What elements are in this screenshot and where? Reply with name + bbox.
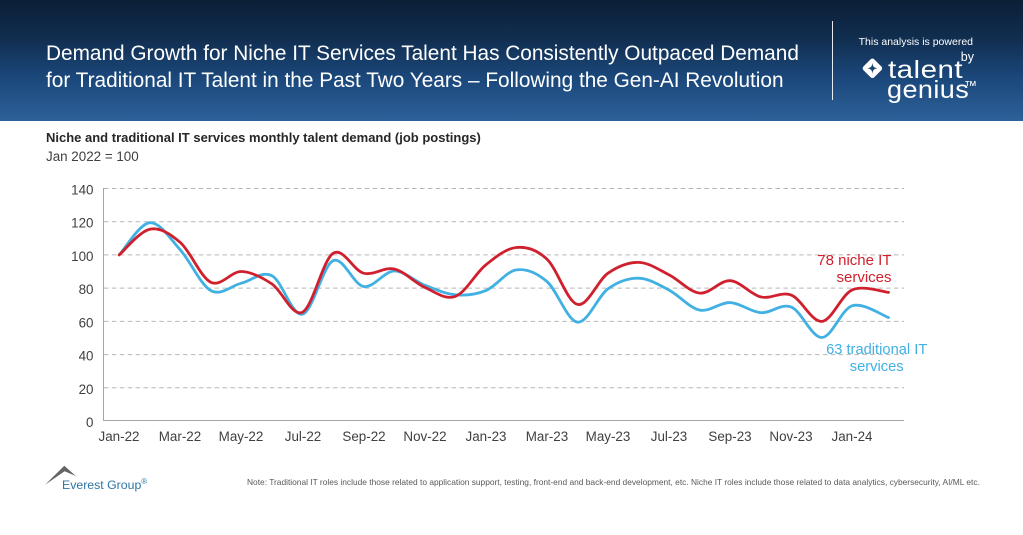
svg-text:Jan-23: Jan-23 [466,429,507,444]
svg-text:Sep-23: Sep-23 [708,429,751,444]
svg-text:May-22: May-22 [219,429,264,444]
svg-text:140: 140 [71,183,93,198]
svg-text:Sep-22: Sep-22 [342,429,385,444]
svg-text:Nov-23: Nov-23 [769,429,812,444]
svg-text:80: 80 [79,282,94,297]
svg-text:20: 20 [79,382,94,397]
svg-text:0: 0 [86,415,93,430]
svg-text:40: 40 [79,349,94,364]
svg-text:Jan-22: Jan-22 [99,429,140,444]
svg-text:Jul-23: Jul-23 [651,429,687,444]
svg-text:120: 120 [71,216,93,231]
svg-text:60: 60 [79,315,94,330]
svg-text:Jan-24: Jan-24 [832,429,873,444]
svg-text:Mar-23: Mar-23 [526,429,568,444]
svg-text:Nov-22: Nov-22 [403,429,446,444]
svg-text:Jul-22: Jul-22 [285,429,321,444]
svg-text:Mar-22: Mar-22 [159,429,201,444]
svg-text:May-23: May-23 [586,429,631,444]
svg-text:100: 100 [71,249,93,264]
